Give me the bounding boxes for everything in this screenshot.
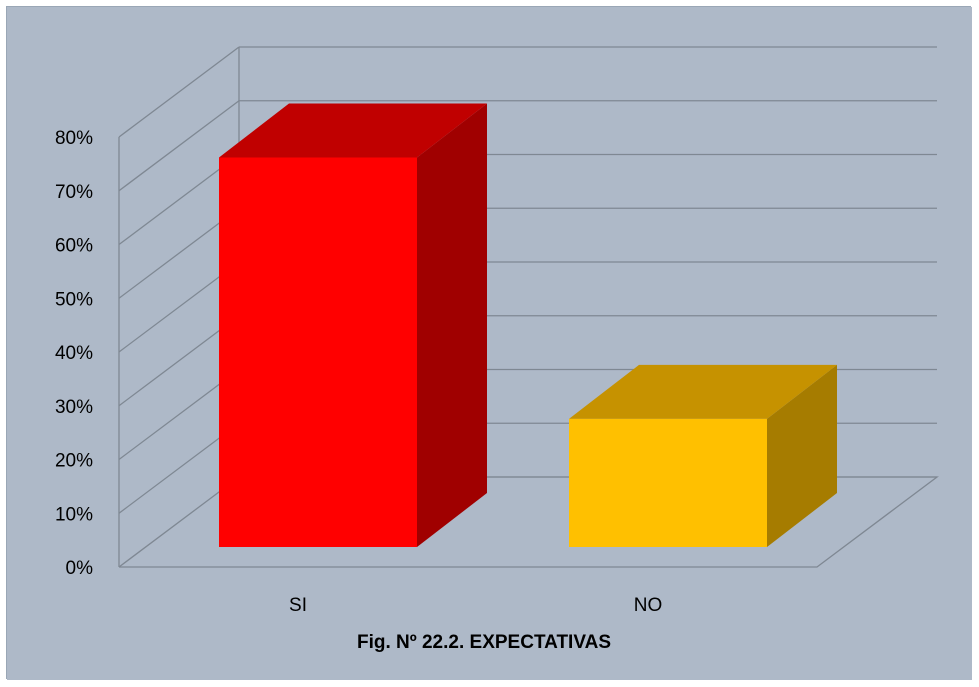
y-axis-tick-labels: 0% 10% 20% 30% 40% 50% 60% 70% 80% <box>55 128 93 579</box>
gridline-side <box>118 46 240 138</box>
bar-front-face <box>219 157 417 547</box>
chart-bars <box>219 103 837 547</box>
bar-si <box>219 103 487 547</box>
y-tick-label: 20% <box>55 451 93 472</box>
x-category-label: SI <box>289 595 307 616</box>
bar-top-face <box>569 364 837 419</box>
y-tick-label: 30% <box>55 397 93 418</box>
y-tick-label: 50% <box>55 289 93 310</box>
gridline-side <box>118 100 240 192</box>
y-tick-label: 70% <box>55 182 93 203</box>
y-tick-label: 40% <box>55 343 93 364</box>
bar-no <box>569 364 837 547</box>
chart-title: Fig. Nº 22.2. EXPECTATIVAS <box>357 632 611 653</box>
x-category-label: NO <box>634 595 663 616</box>
chart-background <box>7 7 972 680</box>
y-tick-label: 0% <box>66 558 94 579</box>
y-tick-label: 60% <box>55 236 93 257</box>
y-tick-label: 10% <box>55 504 93 525</box>
bar-top-face <box>219 103 487 158</box>
chart-frame: 0% 10% 20% 30% 40% 50% 60% 70% 80% SI NO Fig. Nº … <box>6 6 972 680</box>
x-axis-category-labels: SI NO <box>289 595 662 616</box>
bar-side-face <box>417 103 487 547</box>
bar-chart-3d: 0% 10% 20% 30% 40% 50% 60% 70% 80% SI NO Fig. Nº … <box>7 7 972 680</box>
bar-side-face <box>767 364 837 547</box>
bar-front-face <box>569 418 767 547</box>
y-tick-label: 80% <box>55 128 93 149</box>
